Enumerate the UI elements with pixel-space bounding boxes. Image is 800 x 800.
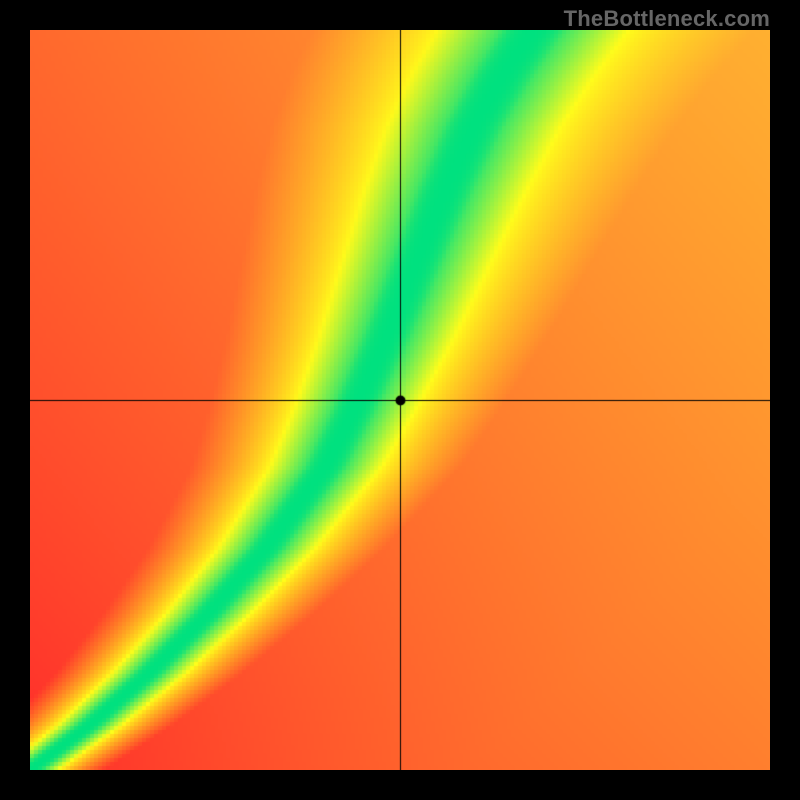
bottleneck-heatmap	[30, 30, 770, 770]
watermark-text: TheBottleneck.com	[564, 6, 770, 32]
chart-container: TheBottleneck.com	[0, 0, 800, 800]
